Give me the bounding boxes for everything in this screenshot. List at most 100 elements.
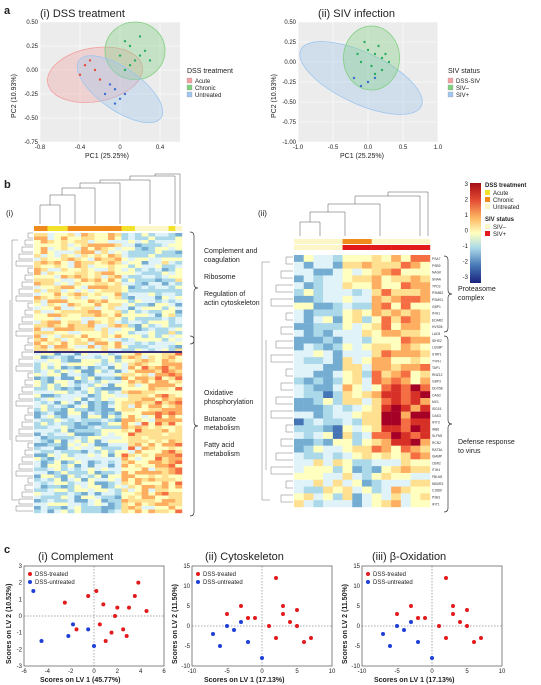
heatmap-cell bbox=[67, 450, 75, 454]
heatmap-cell bbox=[148, 488, 156, 493]
heatmap-cell bbox=[54, 299, 62, 304]
heatmap-cell bbox=[161, 401, 169, 405]
heatmap-cell bbox=[87, 429, 95, 433]
heatmap-cell bbox=[303, 261, 314, 269]
heatmap-cell bbox=[168, 418, 176, 423]
heatmap-cell bbox=[108, 467, 115, 472]
heatmap-cell bbox=[60, 310, 68, 314]
heatmap-cell bbox=[313, 493, 324, 501]
heatmap-cell bbox=[323, 500, 334, 508]
heatmap-cell bbox=[34, 320, 41, 325]
heatmap-cell bbox=[67, 306, 75, 311]
heatmap-cell bbox=[60, 383, 68, 388]
heatmap-cell bbox=[141, 278, 149, 283]
heatmap-cell bbox=[94, 257, 102, 262]
heatmap-cell bbox=[420, 370, 431, 378]
heatmap-cell bbox=[141, 327, 149, 332]
heatmap-cell bbox=[81, 425, 89, 430]
heatmap-cell bbox=[148, 509, 156, 514]
heatmap-cell bbox=[40, 250, 48, 255]
heatmap-cell bbox=[400, 452, 411, 460]
heatmap-cell bbox=[134, 320, 142, 325]
heatmap-cell bbox=[134, 499, 142, 503]
heatmap-cell bbox=[40, 432, 48, 437]
heatmap-cell bbox=[128, 366, 136, 370]
heatmap-cell bbox=[87, 317, 95, 321]
heatmap-cell bbox=[420, 500, 431, 508]
heatmap-cell bbox=[148, 240, 156, 244]
heatmap-cell bbox=[54, 250, 62, 255]
heatmap-cell bbox=[81, 254, 89, 258]
heatmap-cell bbox=[175, 341, 183, 346]
heatmap-cell bbox=[114, 247, 122, 251]
heatmap-cell bbox=[400, 363, 411, 371]
heatmap-cell bbox=[34, 341, 41, 346]
heatmap-cell bbox=[141, 383, 149, 388]
heatmap-cell bbox=[168, 341, 176, 346]
heatmap-cell bbox=[94, 327, 102, 332]
heatmap-cell bbox=[34, 317, 41, 321]
heatmap-cell bbox=[40, 362, 48, 367]
heatmap-cell bbox=[352, 445, 363, 453]
ann-untreated-swatch bbox=[485, 204, 490, 209]
color-scale-bar bbox=[470, 183, 481, 283]
heatmap-cell bbox=[40, 450, 48, 454]
annotation-cell bbox=[400, 239, 411, 244]
heatmap-cell bbox=[420, 302, 431, 310]
heatmap-cell bbox=[371, 459, 382, 467]
heatmap-cell bbox=[141, 369, 149, 374]
heatmap-cell bbox=[362, 445, 372, 453]
heatmap-cell bbox=[67, 432, 75, 437]
heatmap1-column-dendrogram bbox=[39, 173, 181, 224]
heatmap-cell bbox=[161, 373, 169, 377]
heatmap-cell bbox=[87, 439, 95, 444]
heatmap-cell bbox=[81, 331, 89, 335]
heatmap-cell bbox=[141, 401, 149, 405]
heatmap-cell bbox=[391, 452, 402, 460]
heatmap-cell bbox=[148, 348, 156, 353]
heatmap-cell bbox=[420, 316, 431, 324]
heatmap-cell bbox=[352, 432, 363, 440]
heatmap-cell bbox=[141, 443, 149, 447]
heatmap-cell bbox=[155, 495, 163, 500]
heatmap-cell bbox=[121, 352, 129, 356]
heatmap-cell bbox=[47, 436, 55, 440]
scale-tick-label: 2 bbox=[465, 198, 469, 204]
heatmap-cell bbox=[87, 390, 95, 395]
y-tick-label: 0.00 bbox=[284, 60, 296, 66]
heatmap-cell bbox=[108, 264, 115, 269]
heatmap-cell bbox=[40, 271, 48, 276]
heatmap-cell bbox=[352, 486, 363, 494]
heatmap-cell bbox=[114, 275, 122, 279]
heatmap-cell bbox=[60, 387, 68, 391]
heatmap-cell bbox=[294, 363, 304, 371]
heatmap-cell bbox=[420, 493, 431, 501]
annotation-cell bbox=[94, 226, 102, 231]
heatmap-cell bbox=[74, 383, 82, 388]
heatmap-cell bbox=[362, 363, 372, 371]
heatmap-cell bbox=[40, 289, 48, 293]
legend-acute-swatch bbox=[186, 77, 193, 84]
heatmap-cell bbox=[303, 329, 314, 337]
heatmap-cell bbox=[420, 255, 431, 263]
heatmap-cell bbox=[161, 285, 169, 290]
heatmap-cell bbox=[87, 250, 95, 255]
heatmap-cell bbox=[114, 278, 122, 283]
heatmap-cell bbox=[40, 411, 48, 416]
heatmap-cell bbox=[101, 471, 109, 475]
heatmap-cell bbox=[161, 383, 169, 388]
heatmap-cell bbox=[101, 282, 109, 286]
heatmap-cell bbox=[141, 387, 149, 391]
heatmap-cell bbox=[81, 439, 89, 444]
heatmap-cell bbox=[134, 324, 142, 328]
heatmap-cell bbox=[67, 408, 75, 412]
heatmap-cell bbox=[87, 289, 95, 293]
pca1-plot: -0.8 -0.4 0 0.4-0.75-0.50-0.250.000.250.50 bbox=[24, 20, 180, 151]
heatmap-cell bbox=[114, 285, 122, 290]
heatmap-cell bbox=[40, 460, 48, 465]
heatmap-cell bbox=[108, 422, 115, 426]
heatmap-cell bbox=[74, 474, 82, 479]
heatmap-cell bbox=[410, 452, 421, 460]
heatmap-cell bbox=[161, 240, 169, 244]
heatmap-cell bbox=[323, 261, 334, 269]
